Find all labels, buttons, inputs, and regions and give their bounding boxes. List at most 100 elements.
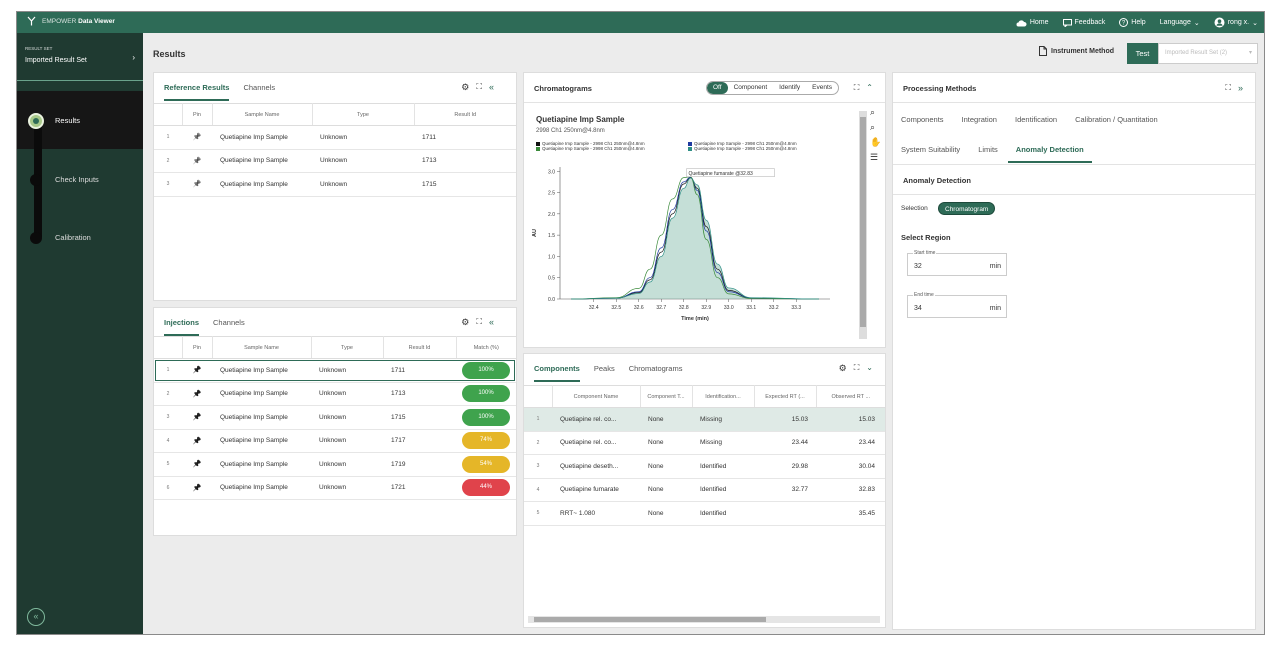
col-sample-name[interactable]: Sample Name — [212, 103, 313, 126]
table-row[interactable]: 2 📌 Quetiapine Imp Sample Unknown 1713 100% — [154, 382, 516, 406]
result-set-selector[interactable]: RESULT SET Imported Result Set › — [17, 33, 143, 81]
mode-off[interactable]: Off — [707, 82, 728, 94]
step-results[interactable]: Results — [55, 116, 81, 125]
collapse-sidebar-icon[interactable]: « — [27, 608, 45, 626]
imported-result-set-select[interactable]: Imported Result Set (2) ▾ — [1158, 43, 1258, 64]
tab-channels[interactable]: Channels — [213, 318, 245, 327]
expand-icon[interactable]: ⛶ — [853, 363, 860, 372]
tab-anomaly-detection[interactable]: Anomaly Detection — [1007, 145, 1092, 163]
tab-pm-components[interactable]: Components — [901, 115, 944, 124]
test-button[interactable]: Test — [1127, 43, 1158, 64]
feedback-link[interactable]: Feedback — [1062, 18, 1105, 27]
col-identification[interactable]: Identification... — [692, 385, 755, 408]
zoom-in-icon[interactable]: ⌕ — [870, 122, 876, 132]
tab-integration[interactable]: Integration — [961, 115, 997, 124]
col-pin[interactable]: Pin — [182, 336, 213, 359]
tab-channels[interactable]: Channels — [243, 83, 276, 92]
gear-icon[interactable]: ⚙ — [838, 363, 847, 373]
sample-name: Quetiapine Imp Sample — [212, 149, 312, 173]
selection-chip[interactable]: Chromatogram — [938, 202, 996, 215]
table-row[interactable]: 1 Quetiapine rel. co... None Missing 15.03 15… — [524, 407, 885, 432]
table-row[interactable]: 2 Quetiapine rel. co... None Missing 23.44 23… — [524, 431, 885, 455]
pin-icon[interactable]: 📌 — [182, 125, 212, 150]
table-row[interactable]: 3 📌 Quetiapine Imp Sample Unknown 1715 — [154, 172, 516, 197]
table-row[interactable]: 1 📌 Quetiapine Imp Sample Unknown 1711 — [154, 125, 516, 150]
start-time-field[interactable]: Start time 32 min — [907, 250, 1007, 276]
expand-icon[interactable]: ⛶ — [476, 317, 482, 326]
components-horizontal-scrollbar[interactable] — [528, 616, 880, 623]
col-component-type[interactable]: Component T... — [640, 385, 693, 408]
col-pin[interactable]: Pin — [182, 103, 213, 126]
step-check-inputs-dot-icon[interactable] — [30, 174, 42, 186]
end-time-field[interactable]: End time 34 min — [907, 292, 1007, 318]
instrument-method-button[interactable]: Instrument Method — [1039, 46, 1114, 56]
col-sample-name[interactable]: Sample Name — [212, 336, 312, 359]
tab-identification[interactable]: Identification — [1014, 115, 1058, 124]
language-menu[interactable]: Language ⌄ — [1160, 19, 1200, 27]
col-match[interactable]: Match (%) — [456, 336, 516, 359]
tab-injections[interactable]: Injections — [164, 318, 200, 336]
result-id: 1711 — [414, 125, 516, 150]
expand-icon[interactable]: ⛶ — [1225, 83, 1231, 92]
col-expected-rt[interactable]: Expected RT (... — [754, 385, 817, 408]
collapse-right-icon[interactable]: » — [1237, 83, 1243, 93]
table-row[interactable]: 2 📌 Quetiapine Imp Sample Unknown 1713 — [154, 149, 516, 173]
user-menu[interactable]: rong x. ⌄ — [1214, 17, 1258, 28]
tab-calibration-quantitation[interactable]: Calibration / Quantitation — [1075, 115, 1158, 124]
expand-icon[interactable]: ⛶ — [476, 82, 482, 91]
col-component-name[interactable]: Component Name — [552, 385, 641, 408]
pin-icon[interactable]: 📌 — [182, 149, 212, 173]
pin-icon[interactable]: 📌 — [182, 405, 212, 430]
collapse-left-icon[interactable]: « — [488, 317, 494, 327]
table-row[interactable]: 4 📌 Quetiapine Imp Sample Unknown 1717 74% — [154, 429, 516, 453]
gear-icon[interactable]: ⚙ — [461, 82, 470, 92]
col-type[interactable]: Type — [311, 336, 384, 359]
home-link[interactable]: Home — [1016, 19, 1049, 27]
table-row[interactable]: 1 📌 Quetiapine Imp Sample Unknown 1711 100% — [154, 358, 516, 383]
tab-peaks[interactable]: Peaks — [593, 364, 615, 373]
chart-scrollbar[interactable] — [859, 111, 867, 339]
pin-icon[interactable]: 📌 — [182, 476, 212, 500]
mode-events[interactable]: Events — [812, 84, 833, 91]
tab-components[interactable]: Components — [534, 364, 580, 382]
table-row[interactable]: 4 Quetiapine fumarate None Identified 32.77 3… — [524, 478, 885, 502]
gear-icon[interactable]: ⚙ — [461, 317, 470, 327]
pin-icon[interactable]: 📌 — [182, 358, 212, 383]
step-calibration-dot-icon[interactable] — [30, 232, 42, 244]
tab-reference-results[interactable]: Reference Results — [164, 83, 230, 101]
col-result-id[interactable]: Result Id — [383, 336, 457, 359]
pan-hand-icon[interactable]: ✋ — [870, 137, 882, 147]
tab-limits[interactable]: Limits — [978, 145, 998, 154]
step-calibration[interactable]: Calibration — [55, 233, 91, 242]
end-time-value[interactable]: 34 — [914, 305, 922, 312]
start-time-value[interactable]: 32 — [914, 263, 922, 270]
col-result-id[interactable]: Result Id — [414, 103, 516, 126]
table-row[interactable]: 6 📌 Quetiapine Imp Sample Unknown 1721 44% — [154, 476, 516, 500]
components-panel: Components Peaks Chromatograms ⚙ ⛶ ⌄ Com… — [523, 353, 886, 628]
table-row[interactable]: 3 📌 Quetiapine Imp Sample Unknown 1715 100% — [154, 405, 516, 430]
sample-type: Unknown — [311, 405, 383, 430]
table-row[interactable]: 5 RRT~ 1.080 None Identified 35.45 — [524, 501, 885, 526]
col-observed-rt[interactable]: Observed RT ... — [816, 385, 885, 408]
pin-icon[interactable]: 📌 — [182, 452, 212, 477]
collapse-left-icon[interactable]: « — [488, 82, 494, 92]
zoom-out-icon[interactable]: ⌕ — [870, 107, 876, 117]
tab-chromatograms[interactable]: Chromatograms — [628, 364, 683, 373]
help-link[interactable]: ? Help — [1119, 18, 1146, 27]
step-check-inputs[interactable]: Check Inputs — [55, 175, 99, 184]
pin-icon[interactable]: 📌 — [182, 382, 212, 406]
collapse-up-icon[interactable]: ⌃ — [866, 83, 873, 92]
pin-icon[interactable]: 📌 — [182, 172, 212, 197]
tab-system-suitability[interactable]: System Suitability — [901, 145, 961, 154]
pin-icon[interactable]: 📌 — [182, 429, 212, 453]
mode-identify[interactable]: Identify — [779, 84, 801, 91]
mode-component[interactable]: Component — [733, 84, 768, 91]
expand-icon[interactable]: ⛶ — [853, 83, 860, 92]
col-type[interactable]: Type — [312, 103, 415, 126]
chromatograms-title: Chromatograms — [534, 84, 592, 93]
collapse-down-icon[interactable]: ⌄ — [866, 363, 873, 372]
stack-view-icon[interactable]: ☰ — [870, 152, 879, 162]
step-results-dot-icon[interactable] — [28, 113, 44, 129]
table-row[interactable]: 5 📌 Quetiapine Imp Sample Unknown 1719 54% — [154, 452, 516, 477]
table-row[interactable]: 3 Quetiapine deseth... None Identified 29.98… — [524, 454, 885, 479]
